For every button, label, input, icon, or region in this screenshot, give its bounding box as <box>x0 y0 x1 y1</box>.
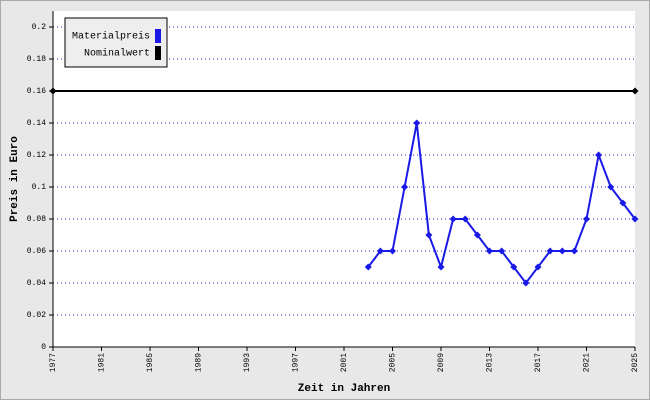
data-point <box>534 263 542 271</box>
data-point <box>522 279 530 287</box>
y-tick-label: 0.04 <box>27 279 46 288</box>
data-point <box>437 263 445 271</box>
data-point <box>486 247 493 255</box>
x-tick-label: 1977 <box>49 353 58 372</box>
x-tick-label: 2009 <box>437 353 446 372</box>
y-tick-label: 0.08 <box>27 215 46 224</box>
y-axis-label: Preis in Euro <box>9 136 21 222</box>
data-point <box>570 247 578 255</box>
y-tick-label: 0.12 <box>27 151 46 160</box>
y-tick-label: 0.14 <box>27 119 46 128</box>
y-tick-label: 0.06 <box>27 247 46 256</box>
x-tick-label: 2021 <box>583 353 592 372</box>
data-point <box>498 247 506 255</box>
data-point <box>364 263 372 271</box>
data-point <box>558 247 566 255</box>
data-point <box>631 215 639 223</box>
data-point <box>595 151 603 159</box>
x-tick-label: 1989 <box>195 353 204 372</box>
legend-swatch <box>155 29 161 43</box>
data-point <box>461 215 469 223</box>
x-tick-label: 2001 <box>340 353 349 372</box>
x-tick-label: 1985 <box>146 353 155 372</box>
x-axis-label: Zeit in Jahren <box>298 383 390 395</box>
data-point <box>376 247 384 255</box>
data-point <box>425 231 433 239</box>
data-point <box>49 87 57 95</box>
data-point <box>583 215 590 223</box>
data-point <box>389 247 396 255</box>
legend: Materialpreis Nominalwert <box>64 17 168 68</box>
legend-label: Nominalwert <box>84 48 150 60</box>
data-point <box>510 263 518 271</box>
x-tick-label: 1997 <box>292 353 301 372</box>
data-point <box>473 231 481 239</box>
data-point <box>619 199 627 207</box>
x-tick-label: 1993 <box>243 353 252 372</box>
y-tick-label: 0.16 <box>27 87 46 96</box>
x-tick-label: 2013 <box>486 353 495 372</box>
data-point <box>607 183 615 191</box>
data-point <box>413 119 421 127</box>
y-tick-label: 0.1 <box>32 183 47 192</box>
x-tick-label: 2017 <box>534 353 543 372</box>
legend-swatch <box>155 46 161 60</box>
y-tick-label: 0 <box>41 343 46 352</box>
data-point <box>631 87 639 95</box>
x-tick-label: 2025 <box>631 353 640 372</box>
y-tick-label: 0.18 <box>27 55 46 64</box>
y-tick-label: 0.2 <box>32 23 47 32</box>
x-tick-label: 2005 <box>389 353 398 372</box>
legend-label: Materialpreis <box>72 31 150 43</box>
data-point <box>546 247 554 255</box>
data-point <box>449 215 457 223</box>
y-tick-label: 0.02 <box>27 311 46 320</box>
x-tick-label: 1981 <box>98 353 107 372</box>
legend-box <box>64 17 168 68</box>
data-point <box>401 183 409 191</box>
